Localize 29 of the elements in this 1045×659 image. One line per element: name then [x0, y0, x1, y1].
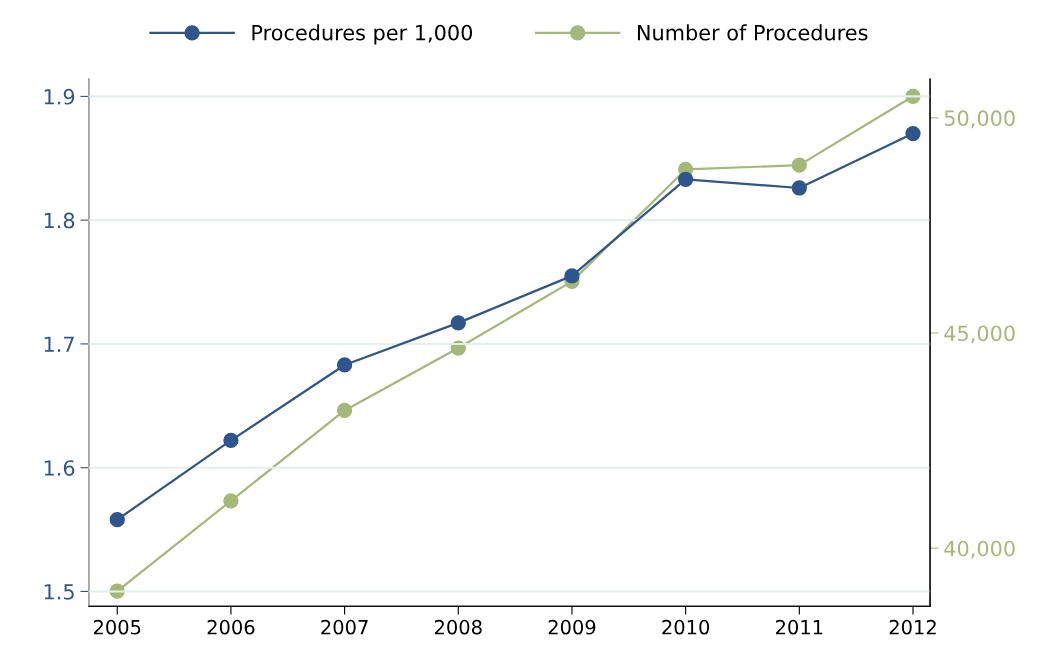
y-tick-label: 1.7: [44, 336, 74, 352]
y2-tick-label: 40,000: [944, 540, 1015, 559]
y2-tick-label: 50,000: [944, 110, 1015, 129]
legend-label: Number of Procedures: [637, 24, 868, 41]
point: [791, 157, 807, 173]
y-tick-label: 1.6: [44, 460, 75, 476]
x-tick-label: 2006: [207, 619, 255, 635]
point: [450, 315, 466, 331]
x-tick-label: 2011: [776, 619, 823, 635]
x-tick-label: 2005: [93, 619, 141, 635]
point: [223, 493, 239, 509]
x-tick-label: 2008: [434, 619, 482, 635]
point: [905, 125, 921, 142]
point: [564, 268, 580, 284]
y-tick-label: 1.9: [44, 88, 75, 105]
y-tick-label: 1.8: [44, 212, 75, 229]
y2-tick-label: 45,000: [944, 325, 1015, 344]
point: [678, 171, 694, 187]
point: [791, 180, 807, 196]
point: [109, 512, 125, 528]
x-tick-label: 2007: [321, 619, 368, 635]
point: [223, 432, 239, 449]
point: [336, 357, 353, 373]
legend-label: Procedures per 1,000: [252, 24, 473, 45]
x-tick-label: 2010: [662, 619, 710, 635]
point: [336, 402, 353, 419]
x-tick-label: 2012: [889, 619, 936, 635]
y-tick-label: 1.5: [44, 584, 74, 600]
x-tick-label: 2009: [548, 619, 596, 635]
